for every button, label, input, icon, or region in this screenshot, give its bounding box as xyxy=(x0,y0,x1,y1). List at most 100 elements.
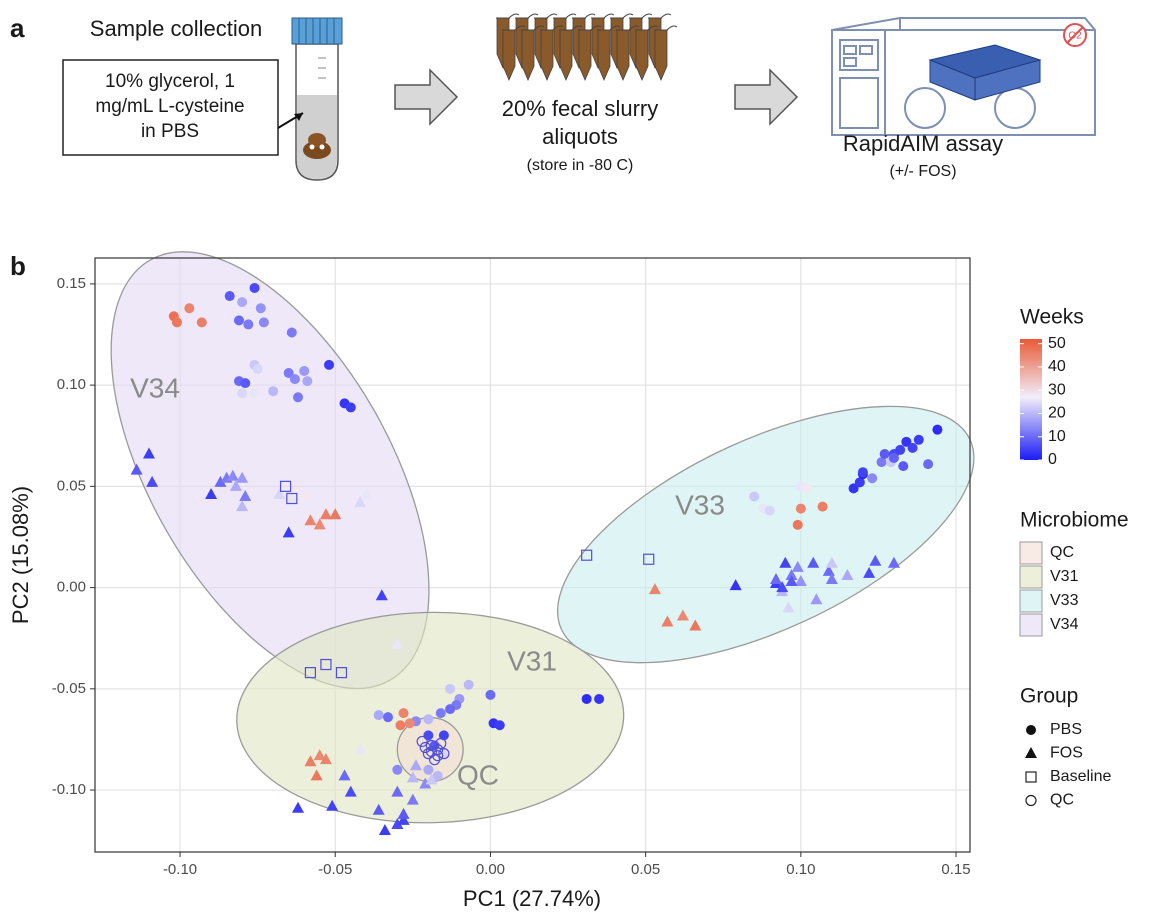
point xyxy=(255,303,266,314)
point xyxy=(373,710,384,721)
point xyxy=(285,492,298,504)
tube-icon xyxy=(277,17,343,181)
point xyxy=(795,503,806,514)
point xyxy=(273,487,286,499)
point xyxy=(423,730,434,741)
point xyxy=(237,297,248,308)
colorbar-label: 50 xyxy=(1048,335,1066,352)
point xyxy=(879,448,890,459)
x-tick-label: 0.10 xyxy=(786,861,815,878)
point xyxy=(848,483,859,494)
point xyxy=(594,693,605,704)
legend-label: QC xyxy=(1050,544,1074,561)
point xyxy=(425,745,438,758)
buffer-box xyxy=(62,59,279,156)
x-tick-label: -0.10 xyxy=(163,861,197,878)
colorbar-label: 20 xyxy=(1048,405,1066,422)
point xyxy=(313,749,326,761)
point xyxy=(236,471,249,483)
x-tick-label: 0.15 xyxy=(941,861,970,878)
y-tick-label: 0.05 xyxy=(57,477,86,494)
point xyxy=(887,556,900,568)
point xyxy=(299,365,310,376)
buffer-text: 10% glycerol, 1 xyxy=(105,71,235,92)
point xyxy=(320,658,332,671)
legend-symbol xyxy=(1025,794,1037,807)
legend-label: V34 xyxy=(1050,616,1079,633)
point xyxy=(395,720,406,731)
point xyxy=(319,508,332,520)
step-note: (store in -80 C) xyxy=(527,157,634,174)
point xyxy=(782,601,795,613)
step-note: (+/- FOS) xyxy=(889,163,956,180)
legend-label: FOS xyxy=(1050,745,1083,762)
point xyxy=(372,803,385,815)
point xyxy=(291,801,304,813)
point xyxy=(689,619,702,631)
point xyxy=(391,817,404,829)
point xyxy=(319,753,332,765)
point xyxy=(419,741,431,754)
point xyxy=(171,317,182,328)
point xyxy=(869,554,882,566)
point xyxy=(888,453,899,464)
point xyxy=(392,764,403,775)
legend-swatch xyxy=(1019,589,1043,613)
point xyxy=(807,556,820,568)
legend-symbol xyxy=(1026,725,1036,735)
x-axis-title: PC1 (27.74%) xyxy=(463,886,601,911)
ellipse-label: V31 xyxy=(507,645,557,676)
point xyxy=(326,799,339,811)
point xyxy=(432,750,444,762)
legend-swatch xyxy=(1019,565,1043,589)
point xyxy=(437,747,450,759)
point xyxy=(785,575,798,587)
point xyxy=(581,693,592,704)
colorbar-label: 40 xyxy=(1048,358,1066,375)
x-tick-label: 0.00 xyxy=(476,861,505,878)
point xyxy=(391,637,404,649)
point xyxy=(184,303,195,314)
point xyxy=(794,575,807,587)
point xyxy=(354,743,367,755)
legend-swatch xyxy=(1019,613,1043,637)
point xyxy=(445,704,456,715)
point xyxy=(423,714,434,725)
point xyxy=(648,583,661,595)
step-title: RapidAIM assay xyxy=(843,131,1003,156)
point xyxy=(419,777,432,789)
point xyxy=(282,526,295,538)
point xyxy=(776,581,789,593)
aliquot-icon xyxy=(496,13,678,82)
legend-label: QC xyxy=(1050,792,1074,809)
point xyxy=(279,480,292,492)
point xyxy=(764,505,775,516)
panel-label: b xyxy=(10,251,26,281)
point xyxy=(432,770,443,781)
buffer-text: mg/mL L-cysteine xyxy=(95,96,244,117)
point xyxy=(494,720,505,731)
legend-label: Baseline xyxy=(1050,768,1111,785)
arrow xyxy=(734,68,799,126)
point xyxy=(234,315,245,326)
panel-label: a xyxy=(10,13,25,43)
point xyxy=(749,491,760,502)
arrow xyxy=(394,68,459,126)
point xyxy=(857,467,868,478)
point xyxy=(416,735,428,748)
point xyxy=(863,566,876,578)
point xyxy=(643,553,655,565)
point xyxy=(932,424,943,435)
point xyxy=(398,708,409,719)
point xyxy=(792,519,803,530)
point xyxy=(205,487,218,499)
legend-swatch xyxy=(1019,541,1043,565)
point xyxy=(243,319,254,330)
point xyxy=(779,556,792,568)
point xyxy=(406,771,419,783)
colorbar xyxy=(1020,339,1042,460)
y-tick-label: 0.10 xyxy=(57,376,86,393)
point xyxy=(304,667,317,679)
point xyxy=(313,518,326,530)
